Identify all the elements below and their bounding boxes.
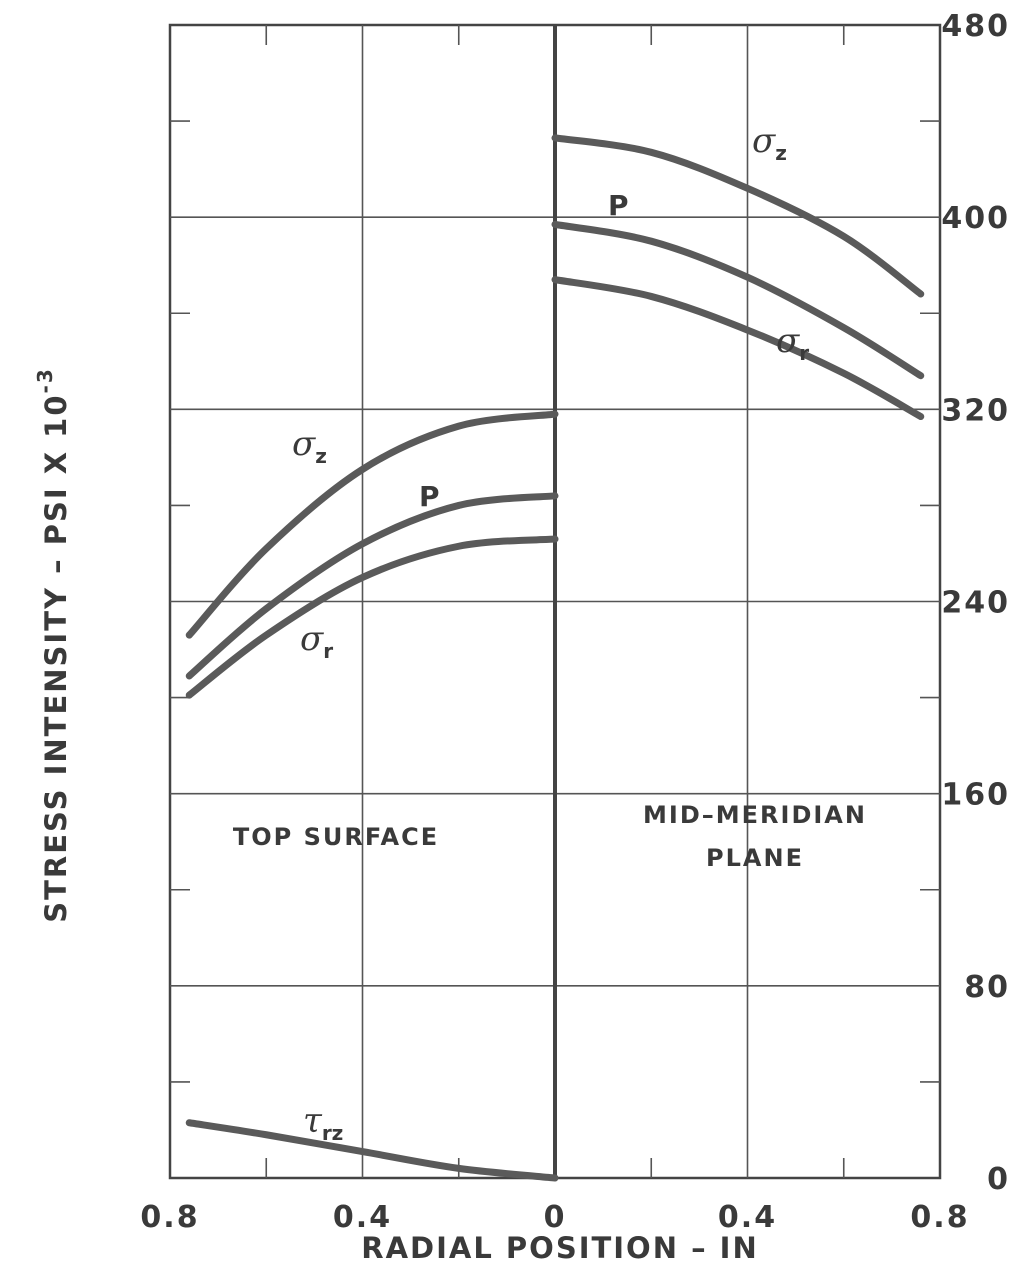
y-axis-title-group: STRESS INTENSITY – PSI X 10-3 xyxy=(33,367,73,923)
x-tick-label: 0.8 xyxy=(140,1200,199,1235)
y-tick-label: 400 xyxy=(941,201,1010,236)
x-tick-label: 0 xyxy=(544,1200,567,1235)
series-line-left-p xyxy=(185,492,559,680)
x-axis-title: RADIAL POSITION – IN xyxy=(361,1231,759,1265)
curve-label-right-p: P xyxy=(608,189,629,222)
series-line-right-sigma-r xyxy=(551,276,925,421)
curve-label-right-sigma-r: σr xyxy=(776,321,809,365)
panel-label-mid-meridian-line1: MID–MERIDIAN xyxy=(643,801,867,829)
y-tick-label: 0 xyxy=(987,1162,1010,1197)
panel-label-mid-meridian-line2: PLANE xyxy=(706,844,804,872)
y-tick-label: 320 xyxy=(941,393,1010,428)
x-tick-label: 0.4 xyxy=(333,1200,392,1235)
y-tick-label: 480 xyxy=(941,9,1010,44)
y-axis-title-exponent: -3 xyxy=(33,367,57,393)
panel-label-top-surface: TOP SURFACE xyxy=(233,823,439,851)
grid-layer xyxy=(168,23,942,1180)
y-tick-label: 80 xyxy=(964,970,1010,1005)
series-line-left-sigma-r xyxy=(185,535,559,699)
curve-layer xyxy=(185,134,925,1182)
series-line-right-sigma-z xyxy=(551,134,925,298)
series-line-right-p xyxy=(551,220,925,380)
x-tick-label: 0.4 xyxy=(718,1200,777,1235)
curve-label-left-p: P xyxy=(419,480,440,513)
x-tick-label: 0.8 xyxy=(910,1200,969,1235)
y-tick-label: 160 xyxy=(941,778,1010,813)
y-tick-label: 240 xyxy=(941,586,1010,621)
tick-label-layer: 0 80 160 240 320 400 480 0.8 0.4 0 0.4 0.8 xyxy=(140,9,1010,1235)
curve-label-left-sigma-z: σz xyxy=(292,424,327,468)
series-line-left-sigma-z xyxy=(185,410,559,639)
curve-label-right-sigma-z: σz xyxy=(752,121,787,165)
y-axis-title-text: STRESS INTENSITY – PSI X 10 xyxy=(39,393,73,922)
y-axis-title: STRESS INTENSITY – PSI X 10-3 xyxy=(33,367,73,923)
curve-label-left-sigma-r: σr xyxy=(300,619,333,663)
curve-label-tau-rz: τrz xyxy=(303,1101,343,1145)
series-line-left-tau-rz xyxy=(185,1119,559,1182)
